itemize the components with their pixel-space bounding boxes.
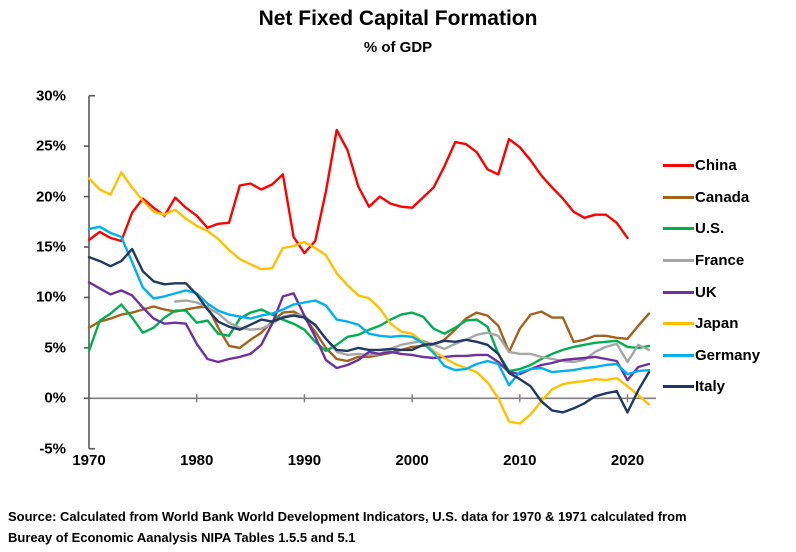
y-tick-label: 5% xyxy=(44,339,66,357)
y-tick-label: 25% xyxy=(35,137,66,155)
legend-swatch-icon xyxy=(663,290,694,294)
x-tick-label: 1990 xyxy=(287,452,322,469)
y-tick-label: 0% xyxy=(44,389,66,407)
source-line-1: Source: Calculated from World Bank World… xyxy=(8,509,687,524)
series-line-france xyxy=(174,299,651,364)
x-tick-label: 1970 xyxy=(72,452,106,469)
legend-swatch-icon xyxy=(663,227,694,231)
x-tick-label: 2000 xyxy=(395,452,429,469)
legend-swatch-icon xyxy=(663,164,694,168)
legend-swatch-icon xyxy=(663,259,694,263)
chart-title: Net Fixed Capital Formation xyxy=(258,7,538,30)
legend-item-germany: Germany xyxy=(663,340,760,372)
legend-item-canada: Canada xyxy=(663,182,760,214)
y-tick-label: 10% xyxy=(35,288,66,306)
legend-item-china: China xyxy=(663,150,760,182)
y-tick-label: -5% xyxy=(39,440,66,458)
legend-swatch-icon xyxy=(663,353,694,357)
legend-item-uk: UK xyxy=(663,276,760,308)
legend-swatch-icon xyxy=(663,195,694,199)
series-line-italy xyxy=(87,247,651,414)
chart-subtitle: % of GDP xyxy=(363,39,433,56)
legend-label: China xyxy=(695,157,737,175)
y-tick-label: 30% xyxy=(35,87,66,105)
x-tick-label: 2020 xyxy=(610,452,645,469)
source-line-2: Bureay of Economic Aanalysis NIPA Tables… xyxy=(8,530,356,545)
series-line-germany xyxy=(87,225,651,387)
legend-label: France xyxy=(695,252,745,270)
legend-label: Germany xyxy=(695,346,761,364)
legend-label: Japan xyxy=(695,315,739,333)
x-tick-label: 2010 xyxy=(503,452,537,469)
series-line-us xyxy=(87,303,651,373)
source-note: Source: Calculated from World Bank World… xyxy=(8,506,788,548)
legend-swatch-icon xyxy=(663,385,694,389)
y-tick-label: 15% xyxy=(35,238,66,256)
x-tick-label: 1980 xyxy=(180,452,214,469)
legend-item-japan: Japan xyxy=(663,308,760,340)
legend-item-italy: Italy xyxy=(663,371,760,403)
series-line-japan xyxy=(87,171,651,425)
legend-label: U.S. xyxy=(695,220,725,238)
legend-label: Canada xyxy=(695,188,750,206)
legend-label: Italy xyxy=(695,378,726,396)
legend: China Canada U.S. France UK Japan Germany Italy xyxy=(663,150,760,403)
legend-swatch-icon xyxy=(663,322,694,326)
legend-item-france: France xyxy=(663,245,760,277)
legend-item-us: U.S. xyxy=(663,213,760,245)
series-line-uk xyxy=(87,281,651,382)
y-tick-label: 20% xyxy=(35,188,66,206)
series-line-china xyxy=(87,128,629,255)
legend-label: UK xyxy=(695,283,717,301)
